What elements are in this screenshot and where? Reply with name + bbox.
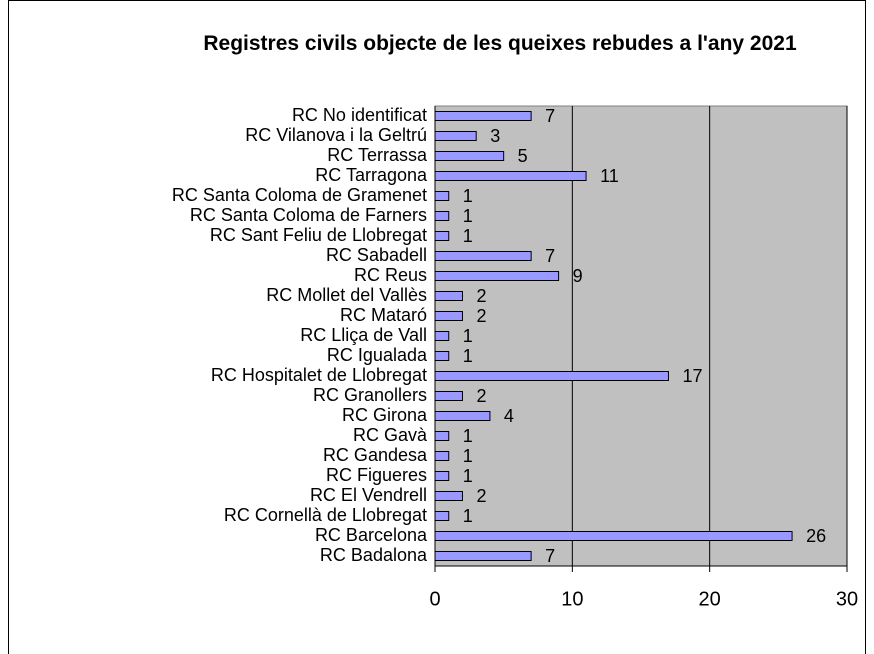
y-tick-label: RC Sant Feliu de Llobregat xyxy=(210,225,427,245)
y-tick-label: RC Mollet del Vallès xyxy=(266,285,427,305)
data-label: 4 xyxy=(504,406,514,426)
y-tick-label: RC Gandesa xyxy=(323,445,428,465)
y-tick-label: RC Badalona xyxy=(320,545,428,565)
x-tick-label: 0 xyxy=(429,588,440,610)
chart-title: Registres civils objecte de les queixes … xyxy=(203,32,797,55)
bar xyxy=(434,331,450,341)
y-tick-label: RC Figueres xyxy=(326,465,427,485)
bar xyxy=(434,531,793,541)
data-label: 1 xyxy=(463,206,473,226)
y-tick-label: RC Santa Coloma de Gramenet xyxy=(172,185,427,205)
data-label: 7 xyxy=(545,106,555,126)
data-label: 9 xyxy=(573,266,583,286)
data-label: 1 xyxy=(463,226,473,246)
bar xyxy=(434,231,450,241)
bar xyxy=(434,111,532,121)
y-tick-label: RC Gavà xyxy=(353,425,428,445)
data-label: 26 xyxy=(806,526,826,546)
y-tick-label: RC Cornellà de Llobregat xyxy=(224,505,427,525)
data-label: 1 xyxy=(463,346,473,366)
data-label: 2 xyxy=(476,486,486,506)
bar xyxy=(434,471,450,481)
bar xyxy=(434,131,477,141)
bar xyxy=(434,491,463,501)
bar xyxy=(434,171,587,181)
y-tick-label: RC Mataró xyxy=(340,305,427,325)
bar xyxy=(434,551,532,561)
bar xyxy=(434,151,505,161)
data-label: 1 xyxy=(463,466,473,486)
y-tick-label: RC Hospitalet de Llobregat xyxy=(211,365,427,385)
y-tick-label: RC Lliça de Vall xyxy=(300,325,427,345)
bar xyxy=(434,351,450,361)
data-label: 2 xyxy=(476,286,486,306)
data-label: 7 xyxy=(545,546,555,566)
bar xyxy=(434,191,450,201)
data-label: 2 xyxy=(476,386,486,406)
y-tick-label: RC El Vendrell xyxy=(310,485,427,505)
data-label: 17 xyxy=(682,366,702,386)
bar xyxy=(434,211,450,221)
bar xyxy=(434,271,560,281)
data-label: 1 xyxy=(463,426,473,446)
chart-border xyxy=(8,0,866,654)
data-label: 5 xyxy=(518,146,528,166)
bar xyxy=(434,451,450,461)
bar xyxy=(434,291,463,301)
bar xyxy=(434,431,450,441)
bar xyxy=(434,251,532,261)
bar xyxy=(434,511,450,521)
y-tick-label: RC Santa Coloma de Farners xyxy=(190,205,427,225)
x-tick-label: 10 xyxy=(561,588,583,610)
bar xyxy=(434,411,491,421)
bar xyxy=(434,371,669,381)
bar xyxy=(434,311,463,321)
data-label: 11 xyxy=(600,166,619,186)
data-label: 1 xyxy=(463,186,473,206)
x-tick-label: 20 xyxy=(699,588,721,610)
x-tick-label: 30 xyxy=(836,588,858,610)
data-label: 3 xyxy=(490,126,500,146)
y-tick-label: RC Tarragona xyxy=(315,165,428,185)
bar xyxy=(434,391,463,401)
y-tick-label: RC Sabadell xyxy=(326,245,427,265)
data-label: 1 xyxy=(463,326,473,346)
y-tick-label: RC Terrassa xyxy=(327,145,428,165)
y-tick-label: RC Vilanova i la Geltrú xyxy=(245,125,427,145)
data-label: 1 xyxy=(463,506,473,526)
y-tick-label: RC Granollers xyxy=(313,385,427,405)
data-label: 7 xyxy=(545,246,555,266)
y-tick-label: RC Girona xyxy=(342,405,428,425)
data-label: 1 xyxy=(463,446,473,466)
y-tick-label: RC Barcelona xyxy=(315,525,428,545)
y-tick-label: RC No identificat xyxy=(292,105,427,125)
y-tick-label: RC Igualada xyxy=(327,345,428,365)
data-label: 2 xyxy=(476,306,486,326)
y-tick-label: RC Reus xyxy=(354,265,427,285)
